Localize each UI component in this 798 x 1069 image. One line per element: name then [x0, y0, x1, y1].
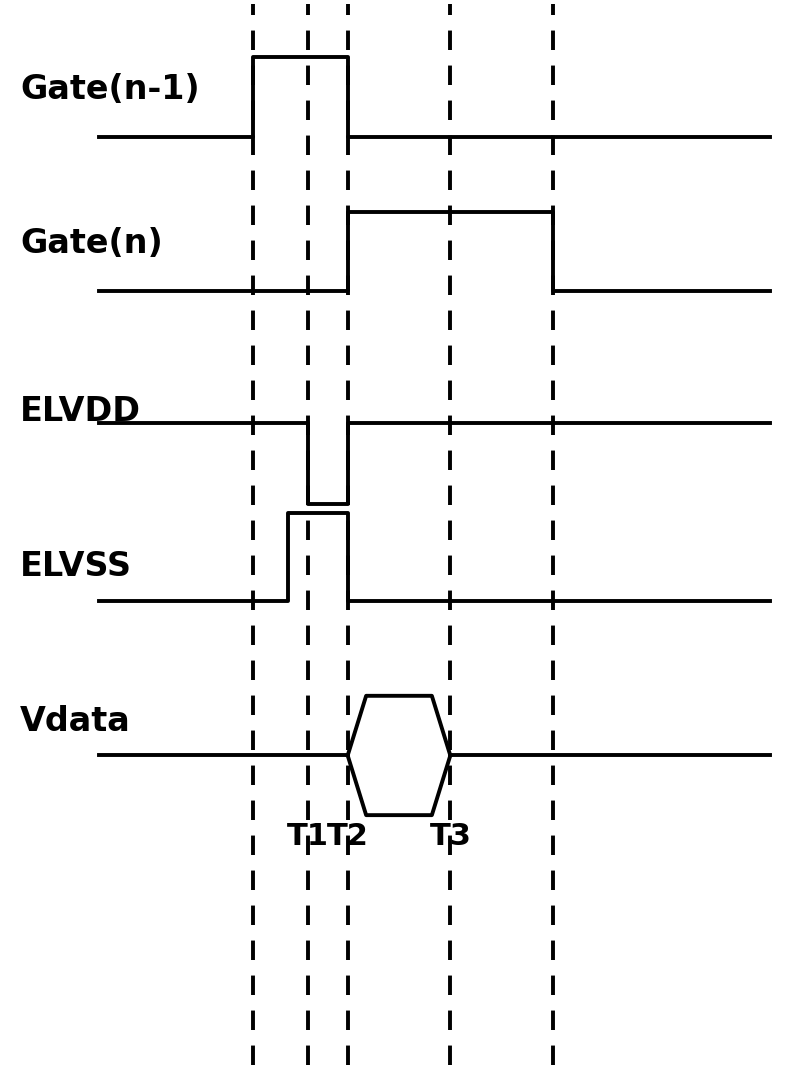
Text: T3: T3: [429, 822, 472, 851]
Text: Gate(n): Gate(n): [20, 228, 163, 261]
Text: ELVSS: ELVSS: [20, 551, 132, 583]
Text: Vdata: Vdata: [20, 704, 131, 738]
Text: ELVDD: ELVDD: [20, 396, 141, 429]
Text: Gate(n-1): Gate(n-1): [20, 73, 200, 106]
Text: T2: T2: [326, 822, 369, 851]
Text: T1: T1: [287, 822, 330, 851]
